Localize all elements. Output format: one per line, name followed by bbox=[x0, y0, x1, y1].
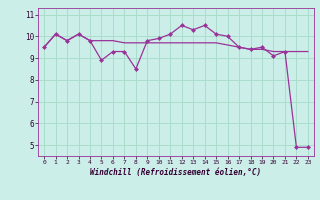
X-axis label: Windchill (Refroidissement éolien,°C): Windchill (Refroidissement éolien,°C) bbox=[91, 168, 261, 177]
